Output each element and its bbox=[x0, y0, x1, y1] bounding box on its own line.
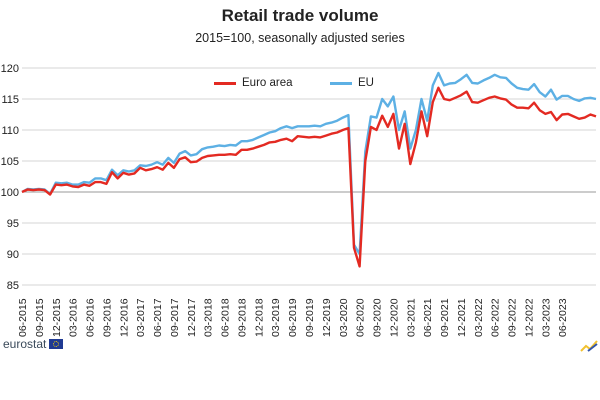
x-tick-label: 12-2017 bbox=[186, 298, 198, 337]
x-tick-label: 06-2016 bbox=[85, 298, 97, 337]
series-lines bbox=[21, 71, 597, 268]
x-tick-label: 03-2018 bbox=[203, 298, 215, 337]
y-tick-label: 105 bbox=[1, 156, 19, 168]
y-tick-label: 95 bbox=[7, 218, 19, 230]
series-line-eu bbox=[21, 71, 597, 256]
y-tick-label: 110 bbox=[1, 125, 19, 137]
chart-subtitle: 2015=100, seasonally adjusted series bbox=[195, 31, 405, 45]
y-tick-label: 115 bbox=[1, 94, 19, 106]
x-tick-label: 06-2021 bbox=[422, 298, 434, 337]
x-tick-label: 06-2023 bbox=[557, 298, 569, 337]
x-tick-label: 09-2017 bbox=[169, 298, 181, 337]
eurostat-logo: eurostat bbox=[3, 337, 64, 351]
legend-item-eu: EU bbox=[330, 77, 374, 89]
x-tick-label: 06-2018 bbox=[220, 298, 232, 337]
y-tick-label: 100 bbox=[1, 187, 19, 199]
x-tick-label: 12-2022 bbox=[523, 298, 535, 337]
eurostat-logo-text: eurostat bbox=[3, 337, 47, 351]
eu-flag-icon bbox=[49, 339, 64, 349]
x-axis-tick-labels: 06-2015 09-2015 12-2015 03-2016 06-2016 09-20… bbox=[17, 298, 569, 337]
x-tick-label: 09-2016 bbox=[101, 298, 113, 337]
x-tick-label: 03-2022 bbox=[473, 298, 485, 337]
x-tick-label: 06-2017 bbox=[152, 298, 164, 337]
legend-label-euro-area: Euro area bbox=[242, 77, 293, 89]
x-tick-label: 03-2021 bbox=[405, 298, 417, 337]
corner-decoration-icon bbox=[580, 340, 598, 352]
x-tick-label: 03-2020 bbox=[338, 298, 350, 337]
x-tick-label: 06-2019 bbox=[287, 298, 299, 337]
legend-swatch-euro-area bbox=[214, 81, 236, 85]
legend-item-euro-area: Euro area bbox=[214, 77, 293, 89]
x-tick-label: 09-2018 bbox=[236, 298, 248, 337]
x-tick-label: 12-2020 bbox=[388, 298, 400, 337]
x-tick-label: 09-2019 bbox=[304, 298, 316, 337]
x-tick-label: 12-2015 bbox=[51, 298, 63, 337]
x-tick-label: 03-2016 bbox=[68, 298, 80, 337]
y-tick-label: 90 bbox=[7, 249, 19, 261]
series-line-euro-area bbox=[21, 86, 597, 268]
y-axis-tick-labels: 85 90 95 100 105 110 115 120 bbox=[1, 63, 19, 292]
x-tick-label: 09-2015 bbox=[34, 298, 46, 337]
x-tick-label: 03-2023 bbox=[540, 298, 552, 337]
y-tick-label: 85 bbox=[7, 280, 19, 292]
x-tick-label: 09-2020 bbox=[372, 298, 384, 337]
x-tick-label: 12-2019 bbox=[321, 298, 333, 337]
x-tick-label: 03-2019 bbox=[270, 298, 282, 337]
y-tick-label: 120 bbox=[1, 63, 19, 75]
x-tick-label: 12-2016 bbox=[118, 298, 130, 337]
x-tick-label: 09-2021 bbox=[439, 298, 451, 337]
x-tick-label: 06-2020 bbox=[355, 298, 367, 337]
x-tick-label: 06-2015 bbox=[17, 298, 29, 337]
legend-label-eu: EU bbox=[358, 77, 374, 89]
chart-title: Retail trade volume bbox=[221, 6, 379, 25]
x-tick-label: 06-2022 bbox=[490, 298, 502, 337]
x-tick-label: 12-2021 bbox=[456, 298, 468, 337]
x-tick-label: 09-2022 bbox=[507, 298, 519, 337]
legend-swatch-eu bbox=[330, 81, 352, 85]
x-tick-label: 12-2018 bbox=[253, 298, 265, 337]
x-tick-label: 03-2017 bbox=[135, 298, 147, 337]
